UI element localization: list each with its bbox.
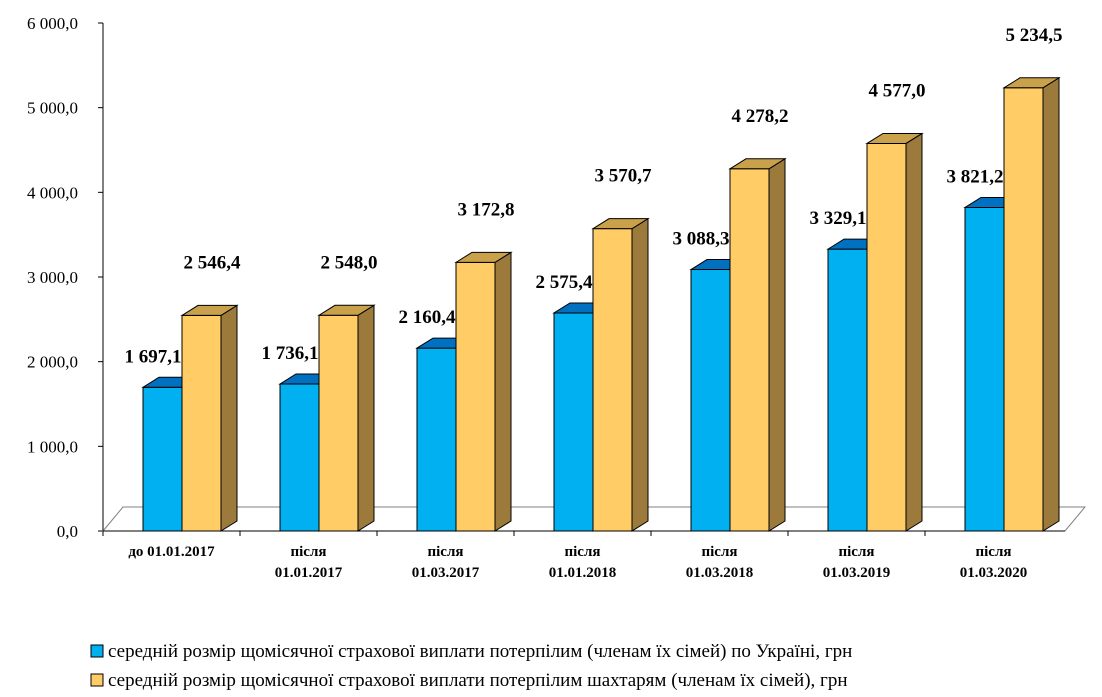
y-tick-label: 5 000,0	[27, 99, 78, 118]
x-tick-label: після 01.01.2018	[549, 544, 617, 581]
y-tick-label: 6 000,0	[27, 14, 78, 33]
bar-top	[180, 304, 239, 316]
bar-front	[455, 261, 496, 532]
data-label-miners: 4 278,2	[732, 106, 789, 127]
y-tick-label: 1 000,0	[27, 437, 78, 456]
bar-miners	[1002, 76, 1061, 532]
bar-front	[827, 248, 868, 532]
bar-front	[181, 314, 222, 532]
bar-top	[1002, 77, 1061, 89]
data-label-miners: 3 172,8	[458, 199, 515, 220]
bar-front	[553, 312, 594, 532]
x-tick-label: після 01.03.2019	[823, 544, 891, 581]
legend-label: середній розмір щомісячної страхової вип…	[108, 670, 848, 691]
data-label-miners: 4 577,0	[869, 80, 926, 101]
y-tick-label: 3 000,0	[27, 268, 78, 287]
data-label-miners: 5 234,5	[1006, 25, 1063, 46]
chart-data-labels: 1 697,1 1 736,1 2 160,4 2 575,4 3 088,3 3 329…	[125, 25, 1063, 367]
data-label-ukraine: 2 160,4	[399, 307, 457, 328]
bar-miners	[454, 251, 513, 532]
x-tick-label: після 01.03.2018	[686, 544, 754, 581]
data-label-ukraine: 3 329,1	[810, 208, 867, 229]
bar-miners	[317, 304, 376, 532]
bar-side	[220, 304, 238, 532]
bar-front	[729, 168, 770, 532]
bar-side	[357, 304, 375, 532]
y-tick-label: 0,0	[57, 522, 78, 541]
y-tick-label: 4 000,0	[27, 183, 78, 202]
data-label-ukraine: 3 088,3	[673, 229, 730, 250]
bar-front	[142, 386, 183, 532]
bar-side	[494, 251, 512, 532]
bar-side	[905, 132, 923, 532]
bar-top	[591, 218, 650, 230]
bar-side	[768, 157, 786, 532]
bar-side	[1042, 76, 1060, 532]
legend-swatch	[90, 673, 104, 687]
legend-label: середній розмір щомісячної страхової вип…	[108, 641, 852, 662]
data-label-ukraine: 1 736,1	[262, 343, 319, 364]
data-label-ukraine: 2 575,4	[536, 272, 594, 293]
x-tick-label: до 01.01.2017	[128, 544, 215, 560]
x-tick-label: після 01.03.2020	[960, 544, 1028, 581]
data-label-ukraine: 1 697,1	[125, 346, 182, 367]
bar-front	[279, 383, 320, 532]
data-label-miners: 2 546,4	[184, 252, 242, 273]
data-label-miners: 3 570,7	[595, 166, 653, 187]
bar-front	[690, 269, 731, 532]
x-tick-label: після 01.01.2017	[275, 544, 343, 581]
bar-side	[631, 217, 649, 532]
data-label-ukraine: 3 821,2	[947, 166, 1004, 187]
bar-front	[416, 347, 457, 532]
bar-top	[728, 158, 787, 170]
bar-miners	[591, 217, 650, 532]
x-tick-label: після 01.03.2017	[412, 544, 480, 581]
bar-miners	[180, 304, 239, 532]
bar-miners	[865, 132, 924, 532]
bar-top	[454, 251, 513, 263]
bar-front	[318, 314, 359, 532]
bar-front	[592, 228, 633, 532]
bar-front	[964, 206, 1005, 532]
legend-swatch	[90, 644, 104, 658]
bar-top	[865, 132, 924, 144]
bar-front	[866, 142, 907, 532]
bar-miners	[728, 157, 787, 532]
bar-front	[1003, 87, 1044, 532]
data-label-miners: 2 548,0	[321, 252, 378, 273]
chart-bars	[141, 76, 1061, 532]
bar-top	[317, 304, 376, 316]
chart-legend: середній розмір щомісячної страхової вип…	[90, 641, 852, 691]
y-tick-label: 2 000,0	[27, 353, 78, 372]
